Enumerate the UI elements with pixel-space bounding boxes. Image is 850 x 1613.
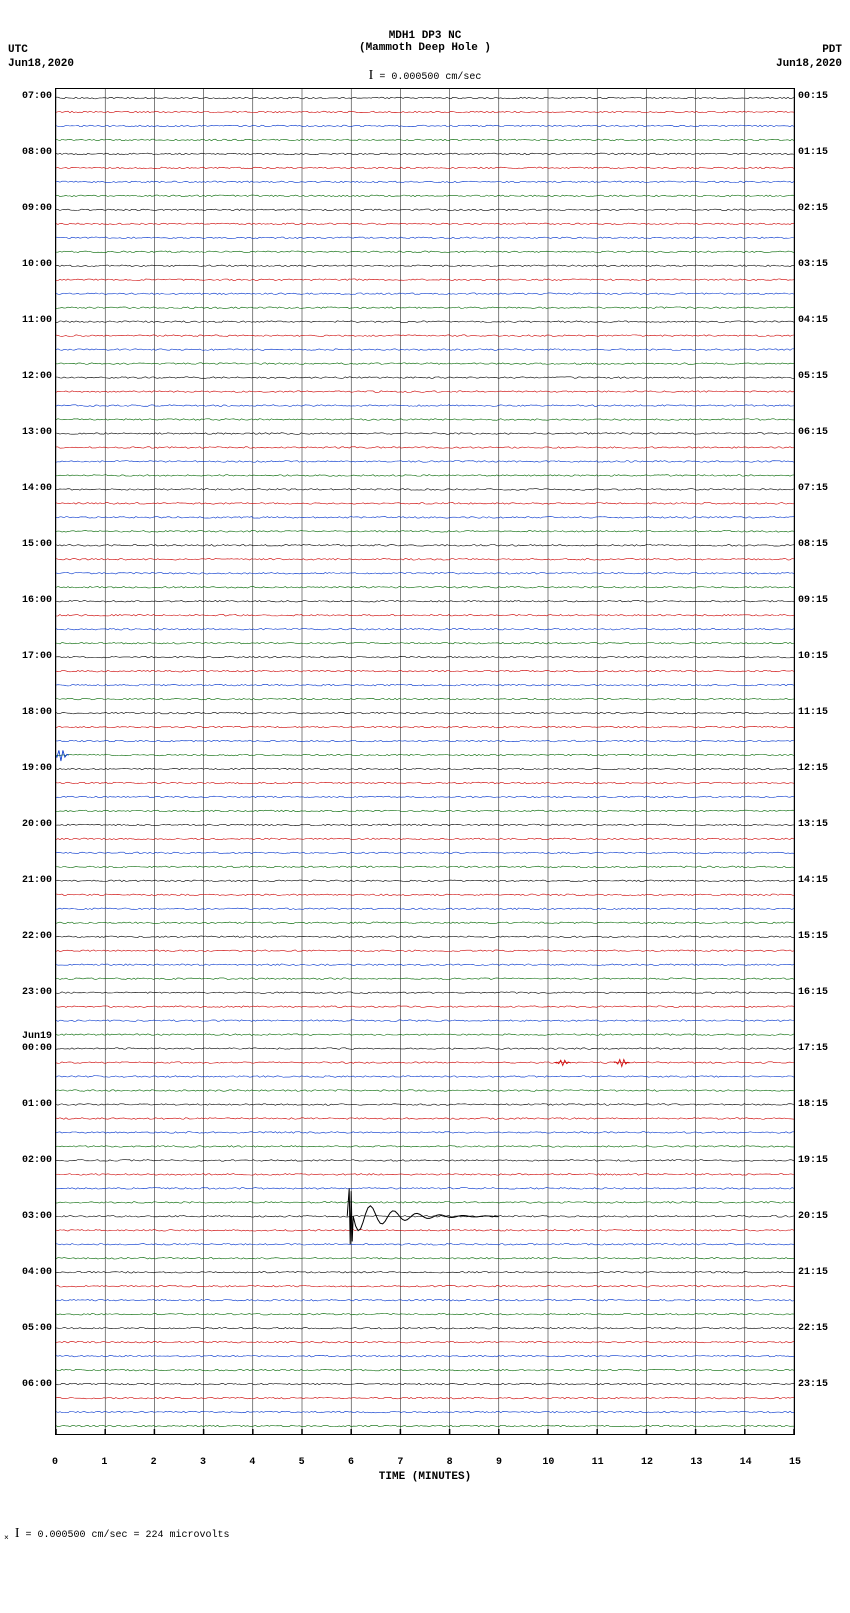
x-tick-label: 15 — [789, 1457, 801, 1468]
x-tick-label: 7 — [397, 1457, 403, 1468]
pdt-hour-label: 15:15 — [798, 931, 846, 942]
utc-hour-label: 14:00 — [4, 483, 52, 494]
midnight-date-label: Jun19 — [4, 1031, 52, 1042]
utc-hour-label: 12:00 — [4, 371, 52, 382]
x-tick-label: 0 — [52, 1457, 58, 1468]
x-tick-label: 11 — [592, 1457, 604, 1468]
x-tick-label: 8 — [447, 1457, 453, 1468]
x-tick-label: 13 — [690, 1457, 702, 1468]
pdt-hour-label: 10:15 — [798, 651, 846, 662]
pdt-hour-label: 00:15 — [798, 91, 846, 102]
x-tick-label: 1 — [101, 1457, 107, 1468]
scale-glyph-bottom: I — [15, 1526, 20, 1541]
seismogram-svg — [56, 89, 794, 1434]
utc-hour-label: 02:00 — [4, 1155, 52, 1166]
pdt-hour-label: 11:15 — [798, 707, 846, 718]
station-id: MDH1 DP3 NC — [0, 30, 850, 42]
utc-hour-label: 20:00 — [4, 819, 52, 830]
pdt-hour-label: 03:15 — [798, 259, 846, 270]
utc-hour-label: 01:00 — [4, 1099, 52, 1110]
x-tick-label: 2 — [151, 1457, 157, 1468]
utc-hour-label: 19:00 — [4, 763, 52, 774]
x-tick-label: 14 — [740, 1457, 752, 1468]
pdt-hour-label: 13:15 — [798, 819, 846, 830]
utc-hour-label: 21:00 — [4, 875, 52, 886]
utc-hour-label: 05:00 — [4, 1323, 52, 1334]
x-tick-label: 4 — [249, 1457, 255, 1468]
chart-header: MDH1 DP3 NC (Mammoth Deep Hole ) — [0, 30, 850, 54]
pdt-hour-label: 06:15 — [798, 427, 846, 438]
utc-hour-label: 00:00 — [4, 1043, 52, 1054]
utc-hour-label: 23:00 — [4, 987, 52, 998]
utc-hour-label: 17:00 — [4, 651, 52, 662]
utc-hour-label: 11:00 — [4, 315, 52, 326]
left-timezone: UTC — [8, 44, 28, 56]
scale-indicator-bottom: × I = 0.000500 cm/sec = 224 microvolts — [4, 1526, 230, 1543]
utc-hour-label: 06:00 — [4, 1379, 52, 1390]
x-tick-label: 12 — [641, 1457, 653, 1468]
utc-hour-label: 08:00 — [4, 147, 52, 158]
utc-hour-label: 22:00 — [4, 931, 52, 942]
pdt-hour-label: 08:15 — [798, 539, 846, 550]
pdt-hour-label: 21:15 — [798, 1267, 846, 1278]
pdt-hour-label: 19:15 — [798, 1155, 846, 1166]
seismogram-plot-area — [55, 88, 795, 1435]
pdt-hour-label: 04:15 — [798, 315, 846, 326]
pdt-hour-label: 05:15 — [798, 371, 846, 382]
pdt-hour-label: 20:15 — [798, 1211, 846, 1222]
x-tick-label: 5 — [299, 1457, 305, 1468]
utc-hour-label: 07:00 — [4, 91, 52, 102]
pdt-hour-label: 02:15 — [798, 203, 846, 214]
x-axis-label: TIME (MINUTES) — [0, 1471, 850, 1483]
utc-hour-label: 03:00 — [4, 1211, 52, 1222]
utc-hour-label: 16:00 — [4, 595, 52, 606]
pdt-hour-label: 07:15 — [798, 483, 846, 494]
scale-text-bottom: = 0.000500 cm/sec = 224 microvolts — [26, 1530, 230, 1541]
pdt-hour-label: 09:15 — [798, 595, 846, 606]
scale-glyph-top: I — [369, 68, 374, 83]
utc-hour-label: 10:00 — [4, 259, 52, 270]
station-name: (Mammoth Deep Hole ) — [0, 42, 850, 54]
scale-indicator-top: I = 0.000500 cm/sec — [0, 68, 850, 84]
utc-hour-label: 15:00 — [4, 539, 52, 550]
pdt-hour-label: 14:15 — [798, 875, 846, 886]
pdt-hour-label: 16:15 — [798, 987, 846, 998]
x-tick-label: 6 — [348, 1457, 354, 1468]
pdt-hour-label: 01:15 — [798, 147, 846, 158]
utc-hour-label: 04:00 — [4, 1267, 52, 1278]
x-tick-label: 10 — [542, 1457, 554, 1468]
x-tick-label: 3 — [200, 1457, 206, 1468]
right-timezone: PDT — [822, 44, 842, 56]
right-date: Jun18,2020 — [776, 58, 842, 70]
x-tick-label: 9 — [496, 1457, 502, 1468]
utc-hour-label: 18:00 — [4, 707, 52, 718]
left-date: Jun18,2020 — [8, 58, 74, 70]
utc-hour-label: 13:00 — [4, 427, 52, 438]
scale-text-top: = 0.000500 cm/sec — [379, 72, 481, 83]
pdt-hour-label: 22:15 — [798, 1323, 846, 1334]
pdt-hour-label: 17:15 — [798, 1043, 846, 1054]
pdt-hour-label: 18:15 — [798, 1099, 846, 1110]
utc-hour-label: 09:00 — [4, 203, 52, 214]
pdt-hour-label: 23:15 — [798, 1379, 846, 1390]
pdt-hour-label: 12:15 — [798, 763, 846, 774]
